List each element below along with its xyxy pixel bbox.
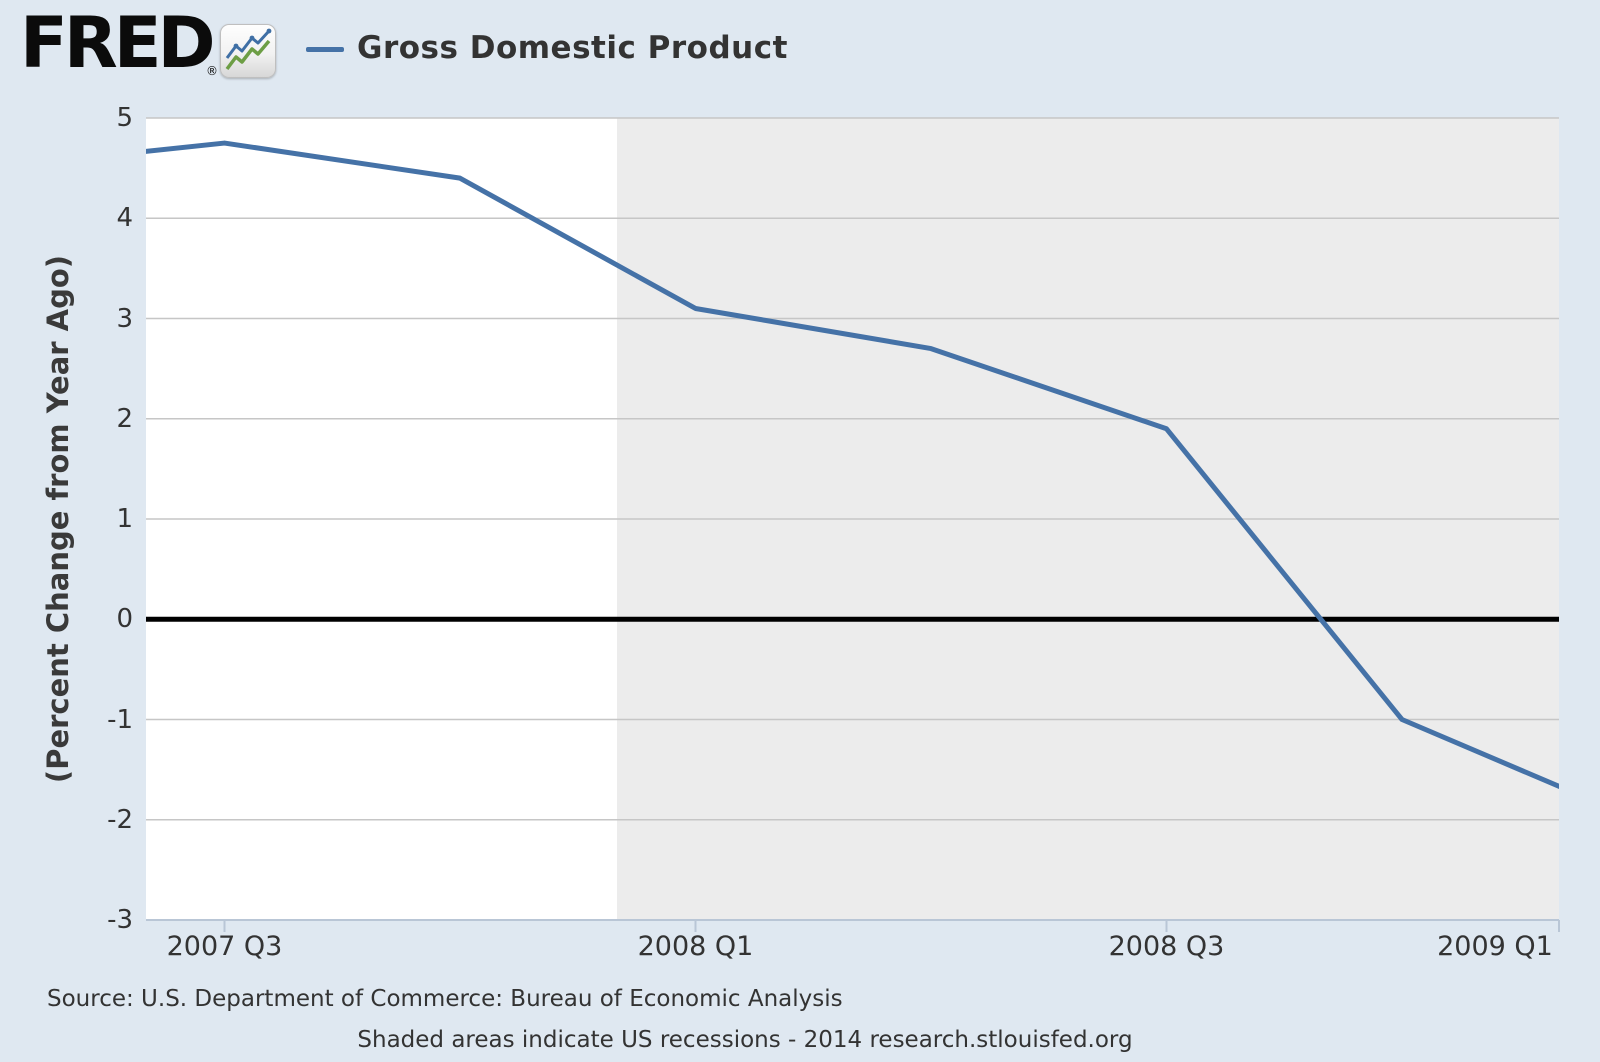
recession-note-text: Shaded areas indicate US recessions - 20… <box>357 1027 1133 1053</box>
y-tick-label: 5 <box>116 103 133 133</box>
y-tick-label: -3 <box>107 905 133 935</box>
y-tick-label: 2 <box>116 403 133 434</box>
x-tick-label: 2008 Q3 <box>1108 931 1225 962</box>
x-tick-label: 2008 Q1 <box>637 931 754 962</box>
fred-logo: FRED <box>20 2 216 84</box>
registered-trademark: ® <box>206 64 218 78</box>
series-legend-label: Gross Domestic Product <box>357 30 788 66</box>
fred-logo-chart-icon <box>220 24 276 78</box>
y-tick-label: 1 <box>116 504 133 534</box>
y-tick-label: 3 <box>116 303 133 334</box>
y-tick-label: 4 <box>116 203 133 234</box>
y-tick-label: -1 <box>107 704 133 735</box>
y-tick-label: 0 <box>116 604 133 635</box>
logo-sparkline-icon <box>225 28 272 71</box>
x-tick-label: 2007 Q3 <box>166 931 283 962</box>
source-text: Source: U.S. Department of Commerce: Bur… <box>47 986 843 1012</box>
gdp-line-series <box>146 140 1559 790</box>
plot-area: 5 4 3 2 1 0 -1 -2 -3 2007 Q3 2008 Q1 2008 Q3 2009 Q1 <box>107 105 1560 960</box>
y-axis-title: (Percent Change from Year Ago) <box>41 254 75 784</box>
x-tick-label: 2009 Q1 <box>1437 931 1553 962</box>
y-tick-label: -2 <box>107 804 133 835</box>
legend-line-marker <box>306 47 344 52</box>
